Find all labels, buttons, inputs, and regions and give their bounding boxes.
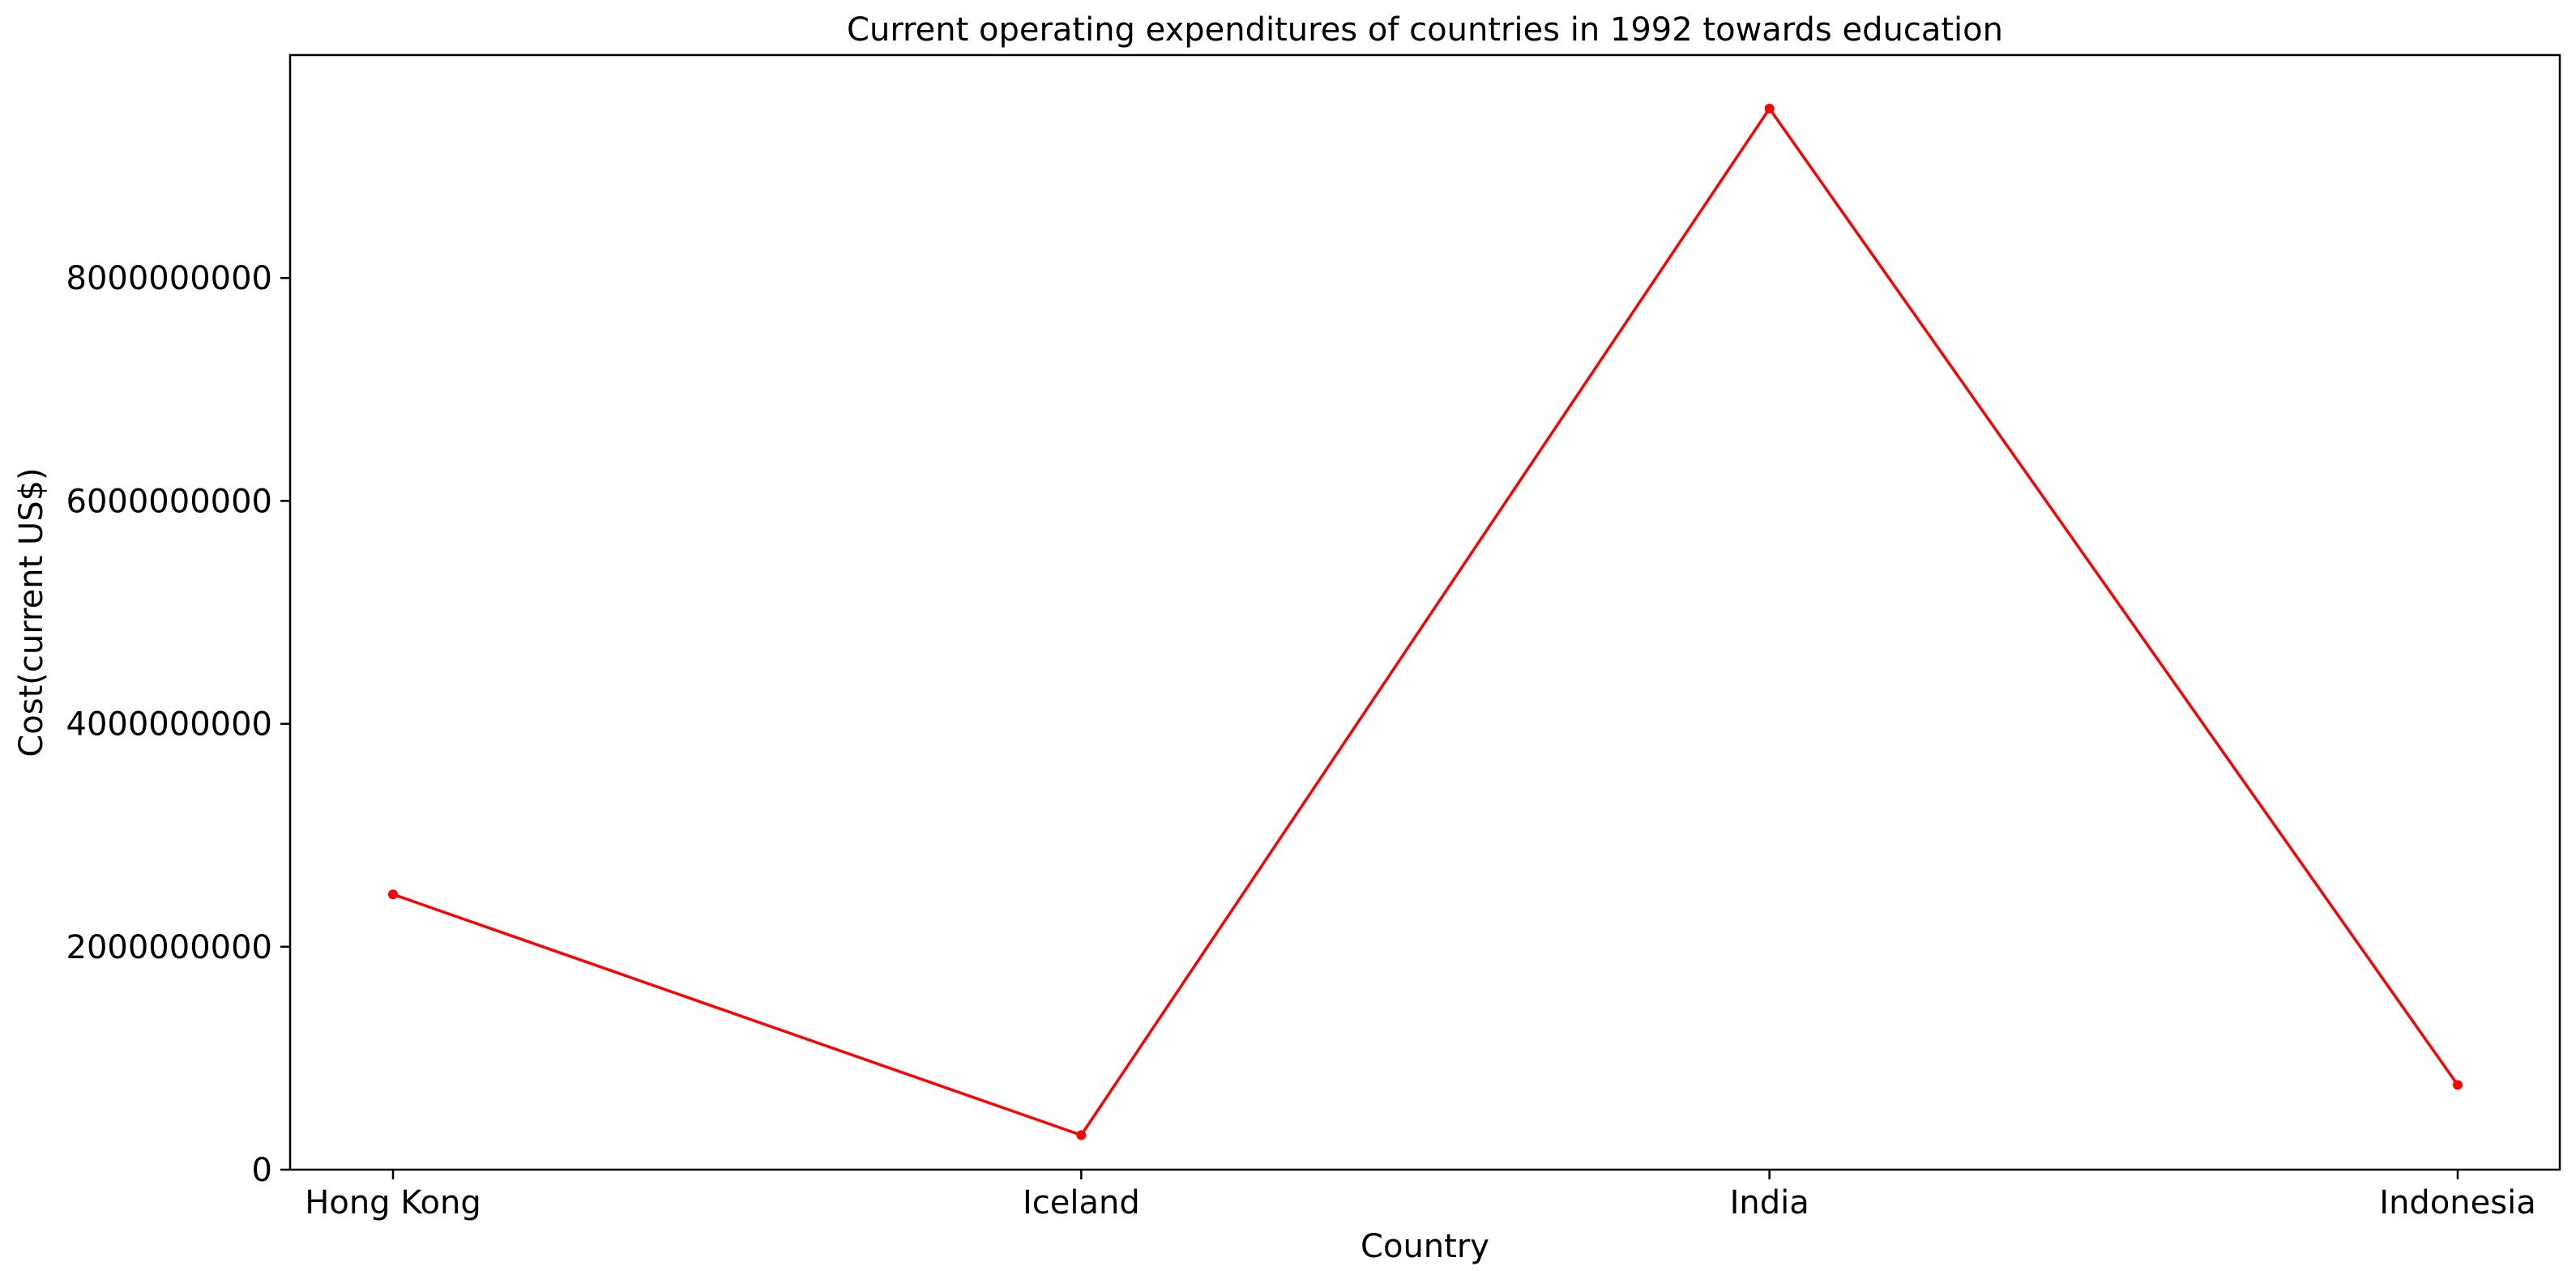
data-point [1076, 1130, 1087, 1140]
x-axis-title: Country [1361, 1228, 1489, 1265]
series-layer [388, 104, 2463, 1140]
data-point [2453, 1080, 2463, 1090]
y-axis: 0 2000000000 4000000000 6000000000 800000000… [66, 260, 290, 1189]
data-point [1764, 104, 1775, 114]
y-tick-label: 2000000000 [66, 929, 273, 966]
x-axis: Hong Kong Iceland India Indonesia [305, 1170, 2536, 1221]
plot-frame [288, 53, 2561, 1171]
chart-title: Current operating expenditures of countr… [847, 11, 2003, 49]
y-axis-title: Cost(current US$) [13, 467, 50, 757]
x-tick-label: Hong Kong [305, 1184, 481, 1221]
y-tick-label: 0 [252, 1152, 272, 1189]
data-point [388, 889, 398, 900]
y-tick-label: 8000000000 [66, 260, 273, 297]
x-tick-label: Indonesia [2379, 1184, 2535, 1221]
x-tick-label: Iceland [1023, 1184, 1140, 1221]
y-tick-label: 4000000000 [66, 706, 273, 744]
x-tick-label: India [1730, 1184, 1809, 1221]
y-tick-label: 6000000000 [66, 483, 273, 520]
series-line [392, 107, 2459, 1137]
